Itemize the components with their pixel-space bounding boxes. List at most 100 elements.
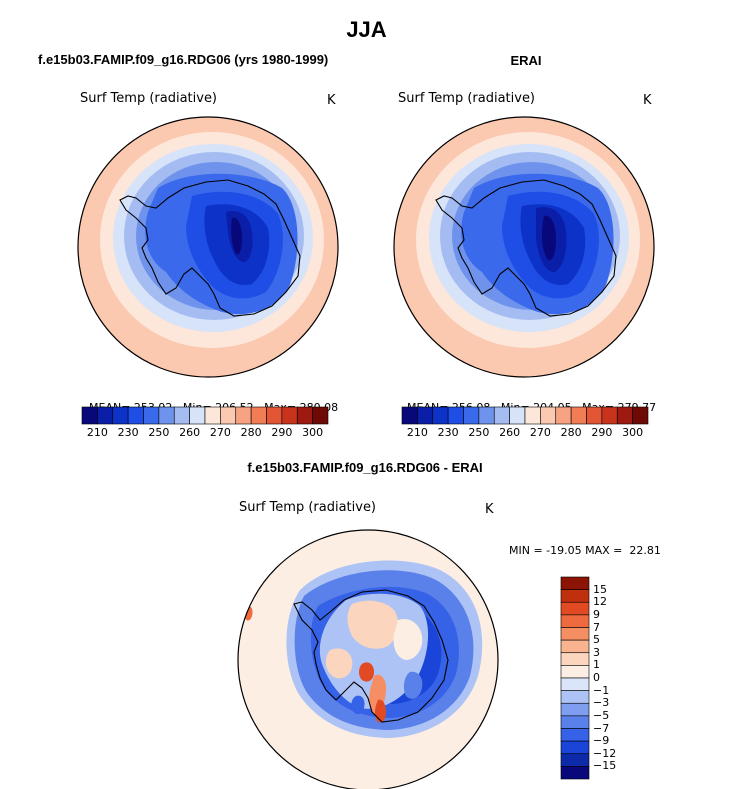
colorbar-swatch xyxy=(560,690,590,704)
p3-warm-patch-2 xyxy=(393,618,423,660)
p3-cold-patch-2 xyxy=(403,671,423,699)
p3-coastline xyxy=(293,589,449,723)
colorbar-tick-label: 280 xyxy=(240,426,262,439)
panel-2-unit-label: K xyxy=(643,93,652,108)
colorbar-swatch xyxy=(235,406,252,425)
colorbar-tick-label: 250 xyxy=(468,426,490,439)
colorbar-swatch xyxy=(570,406,587,425)
panel-1-unit-label: K xyxy=(327,93,336,108)
colorbar-tick-label: 210 xyxy=(86,426,108,439)
colorbar-tick-label: 3 xyxy=(593,645,600,659)
colorbar-swatch xyxy=(560,627,590,641)
colorbar-tick-label: 290 xyxy=(271,426,293,439)
p3-cold-patch-1 xyxy=(351,695,365,715)
colorbar-tick-label: 12 xyxy=(593,595,607,609)
colorbar-swatch xyxy=(560,665,590,679)
panel-2-variable-label: Surf Temp (radiative) xyxy=(398,91,536,106)
colorbar-swatch xyxy=(417,406,434,425)
colorbar-swatch xyxy=(560,728,590,742)
colorbar-tick-label: 9 xyxy=(593,607,600,621)
colorbar-swatch xyxy=(401,406,418,425)
colorbar-swatch xyxy=(560,614,590,628)
colorbar-swatch xyxy=(432,406,449,425)
colorbar-swatch xyxy=(560,702,590,717)
p3-hot-patch-2 xyxy=(359,662,374,682)
colorbar-swatch xyxy=(189,406,206,425)
colorbar-tick-label: 270 xyxy=(529,426,551,439)
panel-3-variable-label: Surf Temp (radiative) xyxy=(239,500,377,515)
colorbar-tick-label: 210 xyxy=(406,426,428,439)
p3-warm-patch-3 xyxy=(325,648,353,679)
colorbar-tick-label: 0 xyxy=(593,671,600,684)
colorbar-tick-label: 290 xyxy=(591,426,613,439)
colorbar-swatch xyxy=(560,576,590,590)
colorbar-swatch xyxy=(143,406,160,425)
colorbar-tick-label: 7 xyxy=(593,620,600,634)
p2-band-9 xyxy=(541,215,556,261)
colorbar-swatch xyxy=(540,406,557,425)
colorbar-swatch xyxy=(560,753,590,767)
colorbar-swatch xyxy=(296,406,313,425)
colorbar-swatch xyxy=(560,652,590,666)
colorbar-tick-label: −15 xyxy=(593,759,617,773)
panel-2-map xyxy=(394,117,654,377)
colorbar-swatch xyxy=(560,740,590,755)
colorbar-swatch xyxy=(447,406,464,425)
colorbar-swatch xyxy=(555,406,572,425)
colorbar-swatch xyxy=(560,715,590,729)
colorbar-swatch xyxy=(97,406,114,425)
colorbar-tick-label: 260 xyxy=(179,426,201,439)
p1-coastline xyxy=(119,179,301,317)
colorbar-swatch xyxy=(632,406,649,425)
colorbar-swatch xyxy=(560,677,590,691)
colorbar-swatch xyxy=(560,601,590,616)
colorbar-swatch xyxy=(560,766,590,780)
panel-1-map xyxy=(78,117,338,377)
p3-warm-patch-1 xyxy=(347,600,399,649)
colorbar-swatch xyxy=(509,406,526,425)
colorbar-swatch xyxy=(250,406,267,425)
panel-3-heading: f.e15b03.FAMIP.f09_g16.RDG06 - ERAI xyxy=(247,460,483,475)
colorbar-swatch xyxy=(312,406,329,425)
colorbar-swatch xyxy=(158,406,175,425)
colorbar-swatch xyxy=(586,406,603,425)
colorbar-tick-label: 250 xyxy=(148,426,170,439)
panel-3-map xyxy=(238,530,498,789)
p1-band-9 xyxy=(231,217,242,255)
colorbar-swatch xyxy=(478,406,495,425)
colorbar-tick-label: 15 xyxy=(593,582,607,596)
colorbar-swatch xyxy=(173,406,190,425)
colorbar-tick-label: 5 xyxy=(593,633,600,647)
colorbar-tick-label: −9 xyxy=(593,734,610,748)
panel-3-unit-label: K xyxy=(485,502,494,517)
panel-2-map-border xyxy=(393,116,655,378)
colorbar-swatch xyxy=(281,406,298,425)
colorbar-tick-label: 300 xyxy=(622,426,644,439)
colorbar-swatch xyxy=(127,406,144,425)
colorbar-swatch xyxy=(560,589,590,603)
colorbar-tick-label: 300 xyxy=(302,426,324,439)
panel-1-colorbar xyxy=(81,406,329,425)
colorbar-swatch xyxy=(220,406,237,425)
colorbar-swatch xyxy=(204,406,221,425)
colorbar-swatch xyxy=(463,406,480,425)
colorbar-tick-label: −3 xyxy=(593,696,610,710)
colorbar-swatch xyxy=(616,406,633,425)
colorbar-swatch xyxy=(524,406,541,425)
colorbar-swatch xyxy=(112,406,129,425)
colorbar-tick-label: 270 xyxy=(209,426,231,439)
p2-coastline xyxy=(435,179,617,317)
panel-1-heading: f.e15b03.FAMIP.f09_g16.RDG06 (yrs 1980-1… xyxy=(38,52,329,67)
panel-1-variable-label: Surf Temp (radiative) xyxy=(80,91,218,106)
panel-2-heading: ERAI xyxy=(510,53,542,68)
colorbar-tick-label: 280 xyxy=(560,426,582,439)
colorbar-swatch xyxy=(266,406,283,425)
colorbar-tick-label: 1 xyxy=(593,658,600,672)
colorbar-swatch xyxy=(560,639,590,654)
colorbar-tick-label: 230 xyxy=(437,426,459,439)
colorbar-tick-label: −12 xyxy=(593,746,617,760)
panel-2-colorbar xyxy=(401,406,649,425)
figure-title: JJA xyxy=(346,17,387,42)
panel-3-stats: MIN = -19.05 MAX = 22.81 xyxy=(509,544,661,557)
